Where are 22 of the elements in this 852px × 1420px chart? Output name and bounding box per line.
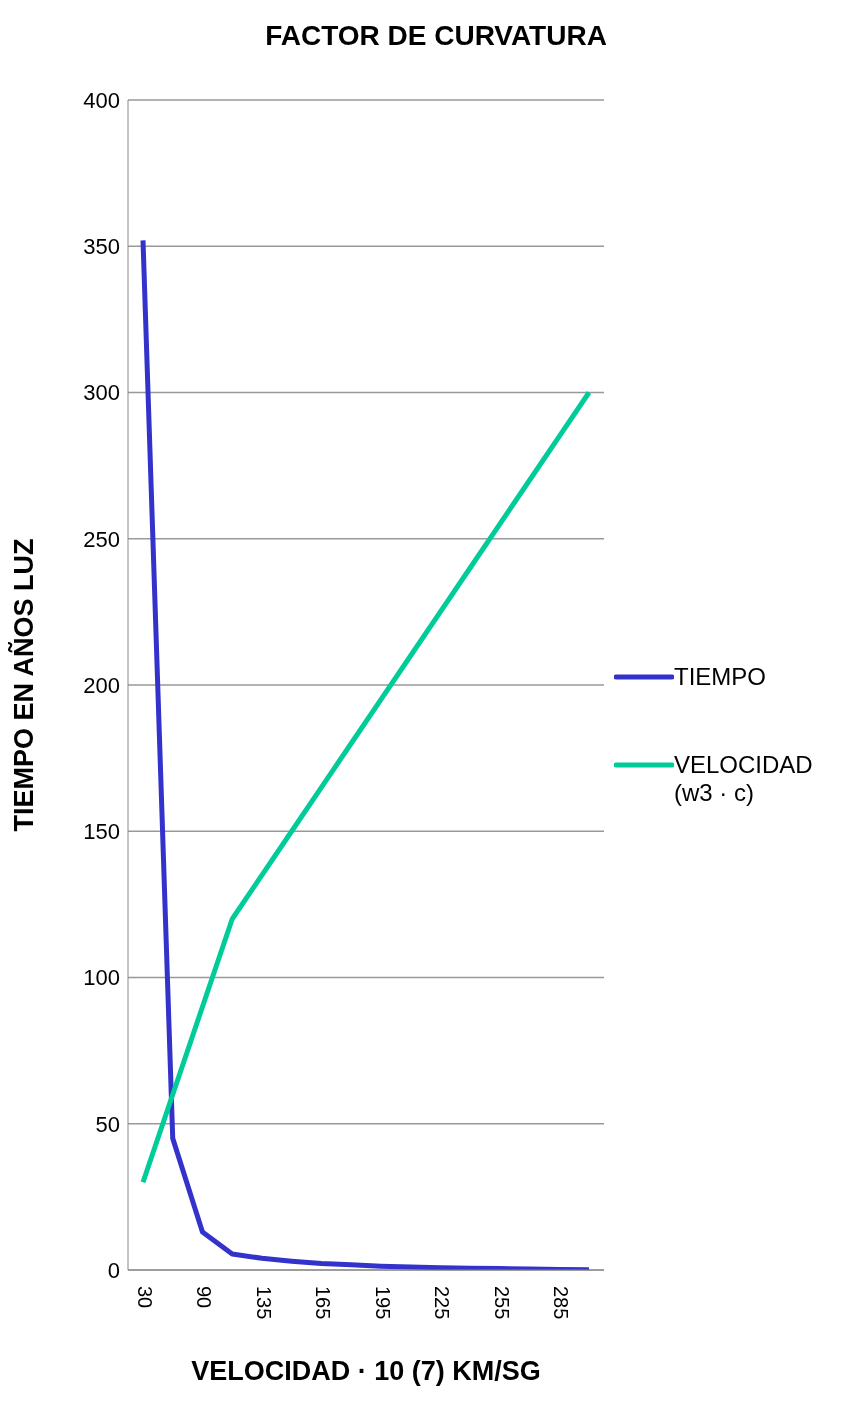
x-axis-title: VELOCIDAD · 10 (7) KM/SG [191,1356,541,1386]
y-tick-label: 200 [83,672,120,698]
y-axis-title: TIEMPO EN AÑOS LUZ [7,538,39,832]
chart-title: FACTOR DE CURVATURA [264,20,608,53]
x-tick-label: 90 [193,1286,216,1309]
y-tick-label: 350 [83,234,120,260]
y-tick-label: 400 [83,87,120,113]
x-tick-label: 225 [431,1286,454,1320]
x-tick-label: 285 [549,1286,572,1320]
x-tick-label: 135 [252,1286,275,1320]
x-tick-label: 255 [490,1286,513,1320]
legend-label: TIEMPO [674,663,767,691]
y-tick-label: 300 [83,380,120,406]
x-tick-label: 195 [371,1286,394,1320]
y-tick-label: 100 [83,965,120,991]
legend-label: VELOCIDAD (w3 · c) [674,751,814,807]
y-tick-label: 0 [107,1257,120,1283]
y-tick-label: 150 [83,819,120,845]
y-tick-label: 50 [95,1111,120,1137]
y-tick-label: 250 [83,526,120,552]
x-tick-label: 30 [133,1286,156,1309]
x-tick-label: 165 [312,1286,335,1320]
